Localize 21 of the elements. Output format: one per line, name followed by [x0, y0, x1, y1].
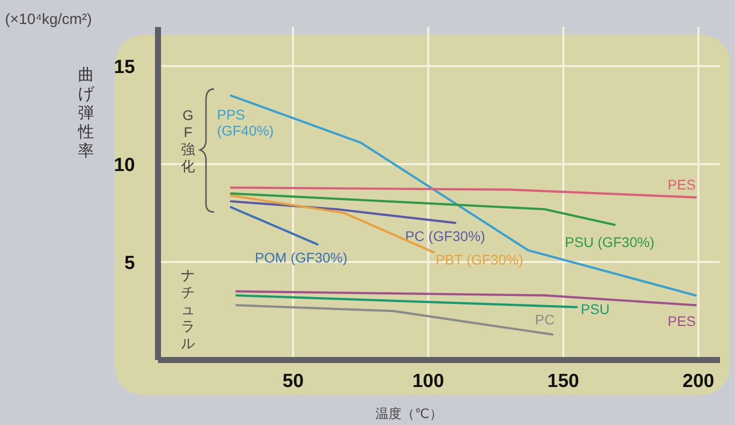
series-label: PES — [668, 176, 696, 192]
series-label: PBT (GF30%) — [436, 251, 524, 268]
x-tick-label: 200 — [682, 371, 714, 392]
y-tick-label: 10 — [114, 155, 135, 176]
series-label: PSU — [580, 301, 610, 318]
text: (×10⁴kg/cm²) — [5, 11, 92, 28]
x-axis-title: 温度（℃） — [376, 406, 442, 421]
series-label: POM (GF30%) — [254, 249, 348, 266]
series-label: PPS (GF40%) — [216, 106, 274, 139]
series-label: PC (GF30%) — [405, 228, 486, 244]
y-tick-label: 15 — [114, 57, 136, 78]
annotation: ナチュラル — [181, 267, 195, 351]
y-axis-title: 曲げ弾性率 — [77, 66, 95, 160]
x-tick-label: 150 — [547, 371, 580, 392]
x-tick-label: 50 — [282, 371, 304, 392]
y-tick-label: 5 — [124, 253, 136, 274]
series-label: PSU (GF30%) — [564, 234, 654, 250]
series-label: PES — [668, 313, 696, 330]
x-tick-label: 100 — [412, 371, 444, 392]
series-label: PC — [535, 312, 554, 328]
annotation: GF強化 — [181, 107, 195, 174]
